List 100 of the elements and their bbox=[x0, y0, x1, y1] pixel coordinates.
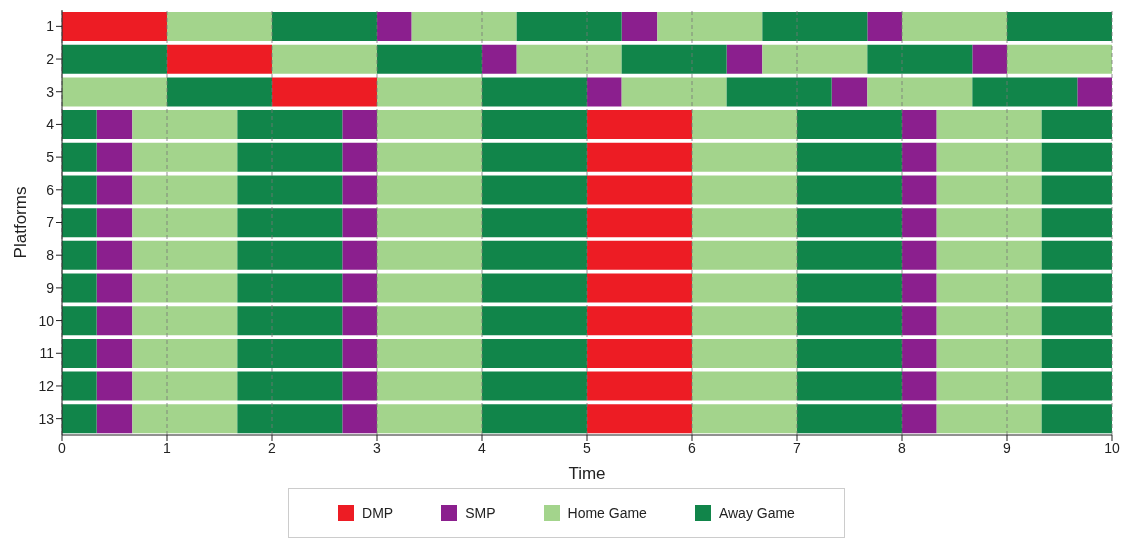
bar bbox=[132, 110, 238, 140]
bar bbox=[482, 338, 587, 368]
bar bbox=[936, 273, 1042, 303]
y-tick-label: 3 bbox=[46, 83, 55, 100]
bar bbox=[692, 338, 797, 368]
bar bbox=[272, 12, 377, 41]
y-tick-label: 9 bbox=[46, 279, 55, 296]
bar bbox=[1041, 338, 1112, 368]
bar bbox=[377, 12, 412, 41]
bar bbox=[62, 371, 97, 401]
bar bbox=[587, 404, 692, 434]
bar bbox=[1041, 404, 1112, 434]
y-tick-label: 11 bbox=[39, 345, 55, 362]
legend-label: Away Game bbox=[718, 505, 795, 521]
bar bbox=[132, 273, 238, 303]
bar bbox=[237, 338, 343, 368]
bar bbox=[62, 110, 97, 140]
bar bbox=[902, 371, 937, 401]
bar bbox=[1041, 208, 1112, 238]
bar bbox=[587, 371, 692, 401]
bar bbox=[377, 77, 482, 107]
bar bbox=[936, 240, 1042, 270]
bar bbox=[936, 142, 1042, 172]
x-tick-label: 0 bbox=[58, 439, 67, 456]
legend-label: DMP bbox=[362, 505, 394, 521]
bar bbox=[342, 306, 377, 336]
bar bbox=[167, 77, 272, 107]
y-tick-label: 1 bbox=[46, 18, 55, 35]
bar bbox=[237, 306, 343, 336]
bar bbox=[797, 404, 902, 434]
y-tick-label: 10 bbox=[38, 312, 55, 329]
bar bbox=[1007, 12, 1112, 41]
bar bbox=[1077, 77, 1112, 107]
bar bbox=[237, 110, 343, 140]
bar bbox=[587, 142, 692, 172]
bar bbox=[377, 208, 482, 238]
bar bbox=[867, 12, 902, 41]
bar bbox=[377, 404, 482, 434]
bar bbox=[237, 371, 343, 401]
y-tick-label: 5 bbox=[46, 149, 55, 166]
x-tick-label: 9 bbox=[1003, 439, 1012, 456]
bar bbox=[797, 110, 902, 140]
bar bbox=[96, 404, 133, 434]
bar bbox=[167, 12, 272, 41]
bar bbox=[482, 110, 587, 140]
bar bbox=[516, 12, 622, 41]
bar bbox=[96, 273, 133, 303]
bar bbox=[587, 208, 692, 238]
y-axis-title: Platforms bbox=[11, 186, 31, 259]
bar bbox=[342, 404, 377, 434]
x-axis-title: Time bbox=[568, 464, 606, 483]
bar bbox=[692, 404, 797, 434]
bar bbox=[797, 338, 902, 368]
bar bbox=[692, 371, 797, 401]
bar bbox=[132, 208, 238, 238]
bar bbox=[867, 77, 973, 107]
bar bbox=[96, 208, 133, 238]
bar bbox=[621, 77, 727, 107]
bar bbox=[96, 110, 133, 140]
bar bbox=[62, 175, 97, 205]
bar bbox=[62, 208, 97, 238]
bar bbox=[902, 240, 937, 270]
y-tick-label: 2 bbox=[46, 51, 55, 68]
bar bbox=[831, 77, 868, 107]
bar bbox=[377, 175, 482, 205]
bar bbox=[936, 306, 1042, 336]
bar bbox=[377, 110, 482, 140]
bar bbox=[902, 273, 937, 303]
bar bbox=[342, 110, 377, 140]
x-tick-label: 7 bbox=[793, 439, 802, 456]
bar bbox=[797, 208, 902, 238]
bar bbox=[342, 208, 377, 238]
x-tick-label: 4 bbox=[478, 439, 487, 456]
bar bbox=[902, 12, 1007, 41]
x-tick-label: 3 bbox=[373, 439, 382, 456]
bar bbox=[1041, 273, 1112, 303]
bar bbox=[342, 371, 377, 401]
bar bbox=[482, 240, 587, 270]
bar bbox=[377, 142, 482, 172]
bar bbox=[132, 404, 238, 434]
x-tick-label: 2 bbox=[268, 439, 277, 456]
bar bbox=[132, 306, 238, 336]
bar bbox=[972, 44, 1007, 74]
bar bbox=[342, 142, 377, 172]
bar bbox=[587, 306, 692, 336]
bar bbox=[377, 338, 482, 368]
bar bbox=[762, 12, 868, 41]
bar bbox=[342, 273, 377, 303]
bar bbox=[96, 338, 133, 368]
bar bbox=[132, 338, 238, 368]
bar bbox=[936, 175, 1042, 205]
bar bbox=[902, 208, 937, 238]
bar bbox=[1041, 240, 1112, 270]
bar bbox=[62, 273, 97, 303]
bar bbox=[902, 338, 937, 368]
bar bbox=[96, 240, 133, 270]
y-tick-label: 8 bbox=[46, 247, 55, 264]
bar bbox=[587, 240, 692, 270]
bar bbox=[1041, 306, 1112, 336]
bar bbox=[272, 44, 377, 74]
